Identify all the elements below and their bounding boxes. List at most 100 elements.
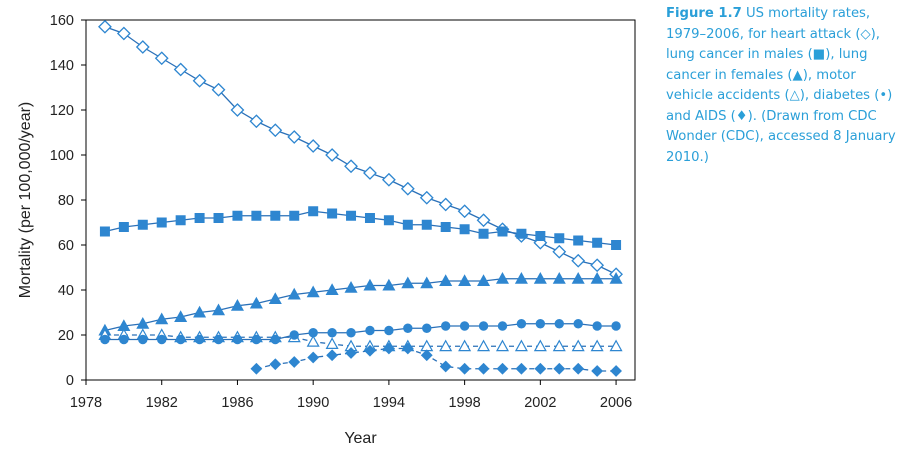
heart-attack-point <box>419 190 434 205</box>
lung-cancer-females-point <box>325 283 339 295</box>
aids-point <box>610 365 622 377</box>
heart-attack-point <box>457 204 472 219</box>
x-tick-label: 2006 <box>600 395 632 411</box>
diabetes-point <box>175 334 186 345</box>
lung-cancer-males-point <box>383 215 394 226</box>
lung-cancer-males-point <box>364 213 375 223</box>
diabetes-point <box>554 319 564 329</box>
heart-attack-point <box>154 51 169 66</box>
aids-point <box>288 356 301 368</box>
y-tick-label: 40 <box>58 283 74 299</box>
diabetes-point <box>346 328 356 338</box>
motor-vehicle-accidents-point <box>533 339 547 352</box>
aids-line <box>256 347 617 372</box>
diabetes-point <box>459 321 470 331</box>
heart-attack-point <box>135 40 150 54</box>
diabetes-point <box>384 325 394 336</box>
heart-attack-point <box>192 73 207 88</box>
heart-attack-point <box>438 197 453 212</box>
lung-cancer-females-point <box>439 274 453 286</box>
aids-point <box>572 362 585 375</box>
lung-cancer-females-point <box>571 272 585 284</box>
diabetes-point <box>251 334 262 345</box>
lung-cancer-males-point <box>251 210 262 221</box>
diabetes-point <box>119 334 129 345</box>
motor-vehicle-accidents-point <box>609 339 623 352</box>
lung-cancer-females-point <box>344 281 358 293</box>
diabetes-point <box>497 321 508 331</box>
lung-cancer-males-point <box>459 224 470 235</box>
diabetes-point <box>573 319 583 329</box>
diabetes-point <box>157 334 167 345</box>
diabetes-point <box>592 321 602 331</box>
aids-point <box>364 344 376 357</box>
x-tick-label: 2002 <box>524 395 556 411</box>
lung-cancer-females-point <box>533 272 547 284</box>
figure-label: Figure 1.7 <box>666 6 742 21</box>
motor-vehicle-accidents-point <box>325 337 339 349</box>
plot-frame <box>85 19 636 381</box>
lung-cancer-males-point <box>194 213 205 223</box>
heart-attack-point <box>325 148 340 162</box>
diabetes-point <box>478 321 489 331</box>
aids-point <box>534 362 547 375</box>
x-tick-label: 1978 <box>70 395 102 411</box>
x-axis-label: Year <box>344 430 377 447</box>
lung-cancer-females-point <box>401 276 415 289</box>
motor-vehicle-accidents-point <box>590 339 604 352</box>
lung-cancer-males-point <box>516 228 527 239</box>
lung-cancer-males-point <box>592 237 603 248</box>
lung-cancer-females-point <box>363 278 377 291</box>
lung-cancer-males-point <box>535 231 546 241</box>
motor-vehicle-accidents-point <box>571 339 585 352</box>
y-tick-label: 140 <box>50 58 74 74</box>
y-tick-label: 20 <box>58 328 74 344</box>
heart-attack-point <box>476 213 491 228</box>
lung-cancer-males-point <box>497 226 508 237</box>
lung-cancer-females-point <box>193 305 207 318</box>
motor-vehicle-accidents-point <box>477 339 491 352</box>
heart-attack-point <box>98 19 112 34</box>
lung-cancer-males-line <box>104 210 617 246</box>
lung-cancer-males-point <box>137 219 148 230</box>
lung-cancer-males-point <box>440 222 451 232</box>
lung-cancer-males-point <box>213 213 224 223</box>
heart-attack-point <box>363 166 377 180</box>
motor-vehicle-accidents-series <box>104 334 617 347</box>
lung-cancer-males-series <box>104 210 617 246</box>
lung-cancer-females-point <box>609 272 623 284</box>
lung-cancer-males-point <box>402 219 413 230</box>
motor-vehicle-accidents-point <box>306 335 320 347</box>
lung-cancer-males-point <box>289 210 300 221</box>
heart-attack-series <box>104 26 617 275</box>
lung-cancer-females-point <box>136 317 150 329</box>
heart-attack-point <box>344 159 358 174</box>
diabetes-point <box>213 334 224 345</box>
heart-attack-point <box>287 130 302 144</box>
motor-vehicle-accidents-point <box>495 339 510 352</box>
lung-cancer-males-point <box>99 226 110 237</box>
lung-cancer-males-point <box>156 217 167 228</box>
diabetes-point <box>365 325 375 336</box>
lung-cancer-males-point <box>421 219 432 230</box>
y-tick-label: 100 <box>50 148 74 164</box>
diabetes-point <box>327 328 337 338</box>
lung-cancer-males-point <box>175 215 186 226</box>
diabetes-point <box>440 321 451 331</box>
lung-cancer-males-point <box>270 210 281 221</box>
lung-cancer-males-point <box>327 208 338 219</box>
heart-attack-point <box>552 244 567 259</box>
aids-point <box>326 349 339 362</box>
x-tick-label: 1982 <box>146 395 178 411</box>
y-tick-label: 60 <box>58 238 74 254</box>
heart-attack-line <box>104 26 617 275</box>
aids-point <box>496 362 509 375</box>
lung-cancer-males-point <box>611 240 622 250</box>
x-tick-label: 1990 <box>297 395 329 411</box>
lung-cancer-males-point <box>478 228 489 239</box>
lung-cancer-females-point <box>382 278 396 291</box>
heart-attack-point <box>400 181 415 196</box>
heart-attack-point <box>249 114 264 129</box>
